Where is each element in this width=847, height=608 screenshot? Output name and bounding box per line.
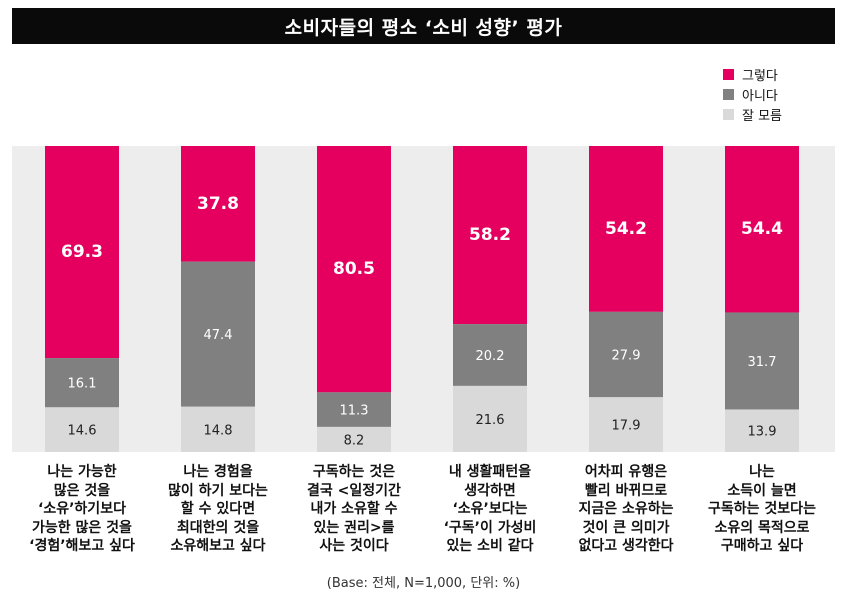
legend-swatch-no — [723, 88, 734, 100]
bar-unknown-4 — [453, 385, 527, 452]
legend-item-yes: 그렇다 — [723, 64, 782, 84]
data-label-unknown-5: 17.9 — [612, 419, 641, 434]
data-label-no-5: 27.9 — [612, 349, 641, 364]
bar-no-4 — [453, 324, 527, 386]
legend-item-no: 아니다 — [723, 84, 782, 104]
chart-title: 소비자들의 평소 ‘소비 성향’ 평가 — [12, 8, 835, 44]
category-label-6: 나는 소득이 늘면 구독하는 것보다는 소유의 목적으로 구매하고 싶다 — [708, 464, 816, 554]
legend-swatch-yes — [723, 68, 734, 80]
legend-label-no: 아니다 — [742, 88, 778, 104]
bar-unknown-3 — [317, 426, 391, 452]
category-label-2: 나는 경험을 많이 하기 보다는 할 수 있다면 최대한의 것을 소유해보고 싶… — [168, 464, 268, 554]
category-label-1: 나는 가능한 많은 것을 ‘소유’하기보다 가능한 많은 것을 ‘경험’해보고 … — [29, 464, 135, 554]
category-label-4: 내 생활패턴을 생각하면 ‘소유’보다는 ‘구독’이 가성비 있는 소비 같다 — [443, 464, 537, 554]
data-label-unknown-2: 14.8 — [204, 423, 233, 438]
bar-unknown-1 — [45, 407, 119, 452]
data-label-no-4: 20.2 — [476, 349, 505, 364]
data-label-no-6: 31.7 — [748, 355, 777, 370]
data-label-yes-6: 54.4 — [741, 219, 783, 239]
bar-yes-3 — [317, 146, 391, 393]
bar-unknown-6 — [725, 409, 799, 452]
footnote: (Base: 전체, N=1,000, 단위: %) — [326, 576, 521, 591]
data-label-yes-3: 80.5 — [333, 259, 375, 279]
bar-no-3 — [317, 392, 391, 427]
data-label-unknown-1: 14.6 — [68, 424, 97, 439]
bar-unknown-2 — [181, 406, 255, 452]
bar-no-6 — [725, 312, 799, 410]
plot-background — [12, 146, 835, 452]
data-label-yes-2: 37.8 — [197, 194, 239, 214]
legend-label-yes: 그렇다 — [742, 68, 778, 84]
category-label-5: 어차피 유행은 빨리 바뀌므로 지금은 소유하는 것이 큰 의미가 없다고 생각… — [578, 464, 674, 554]
legend-label-unknown: 잘 모름 — [742, 108, 783, 124]
data-label-no-3: 11.3 — [340, 404, 369, 419]
legend-swatch-unknown — [723, 108, 734, 120]
bar-yes-1 — [45, 146, 119, 359]
bar-yes-4 — [453, 146, 527, 325]
bar-no-2 — [181, 261, 255, 407]
bar-no-1 — [45, 358, 119, 408]
bar-yes-2 — [181, 146, 255, 262]
legend: 그렇다 아니다 잘 모름 — [723, 64, 782, 124]
category-label-3: 구독하는 것은 결국 <일정기간 내가 소유할 수 있는 권리>를 사는 것이다 — [307, 464, 401, 554]
bar-unknown-5 — [589, 397, 663, 452]
data-label-unknown-4: 21.6 — [476, 413, 505, 428]
bar-yes-6 — [725, 146, 799, 313]
bar-no-5 — [589, 311, 663, 398]
data-label-yes-1: 69.3 — [61, 242, 103, 262]
data-label-unknown-3: 8.2 — [344, 433, 365, 448]
bar-yes-5 — [589, 146, 663, 312]
legend-item-unknown: 잘 모름 — [723, 104, 782, 124]
data-label-yes-5: 54.2 — [605, 219, 647, 239]
data-label-no-1: 16.1 — [68, 377, 97, 392]
data-label-unknown-6: 13.9 — [748, 425, 777, 440]
data-label-yes-4: 58.2 — [469, 225, 511, 245]
stacked-bar-chart: 69.3 16.1 14.6 37.8 47.4 14.8 80.5 11.3 8.2 58.2 2… — [12, 146, 835, 452]
data-label-no-2: 47.4 — [204, 328, 233, 343]
